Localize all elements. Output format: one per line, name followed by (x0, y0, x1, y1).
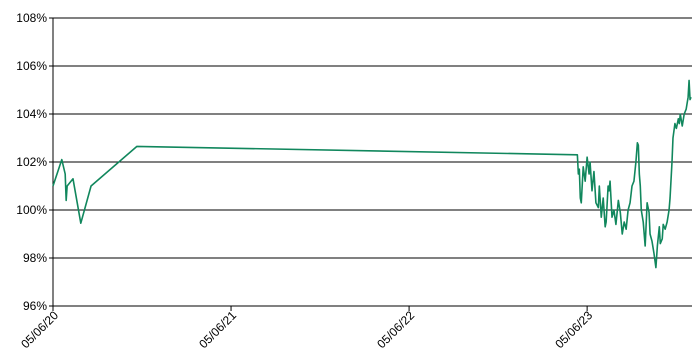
line (52, 79, 692, 269)
y-tick-label: 96% (23, 299, 47, 313)
y-tick-label: 100% (16, 203, 47, 217)
y-tick-label: 106% (16, 59, 47, 73)
y-tick-label: 104% (16, 107, 47, 121)
y-tick-label: 102% (16, 155, 47, 169)
x-tick-label: 05/06/23 (552, 308, 595, 351)
x-tick-label: 05/06/20 (18, 308, 61, 351)
x-tick-label: 05/06/22 (374, 308, 417, 351)
y-tick-label: 108% (16, 11, 47, 25)
y-tick-label: 98% (23, 251, 47, 265)
x-tick-label: 05/06/21 (196, 308, 239, 351)
